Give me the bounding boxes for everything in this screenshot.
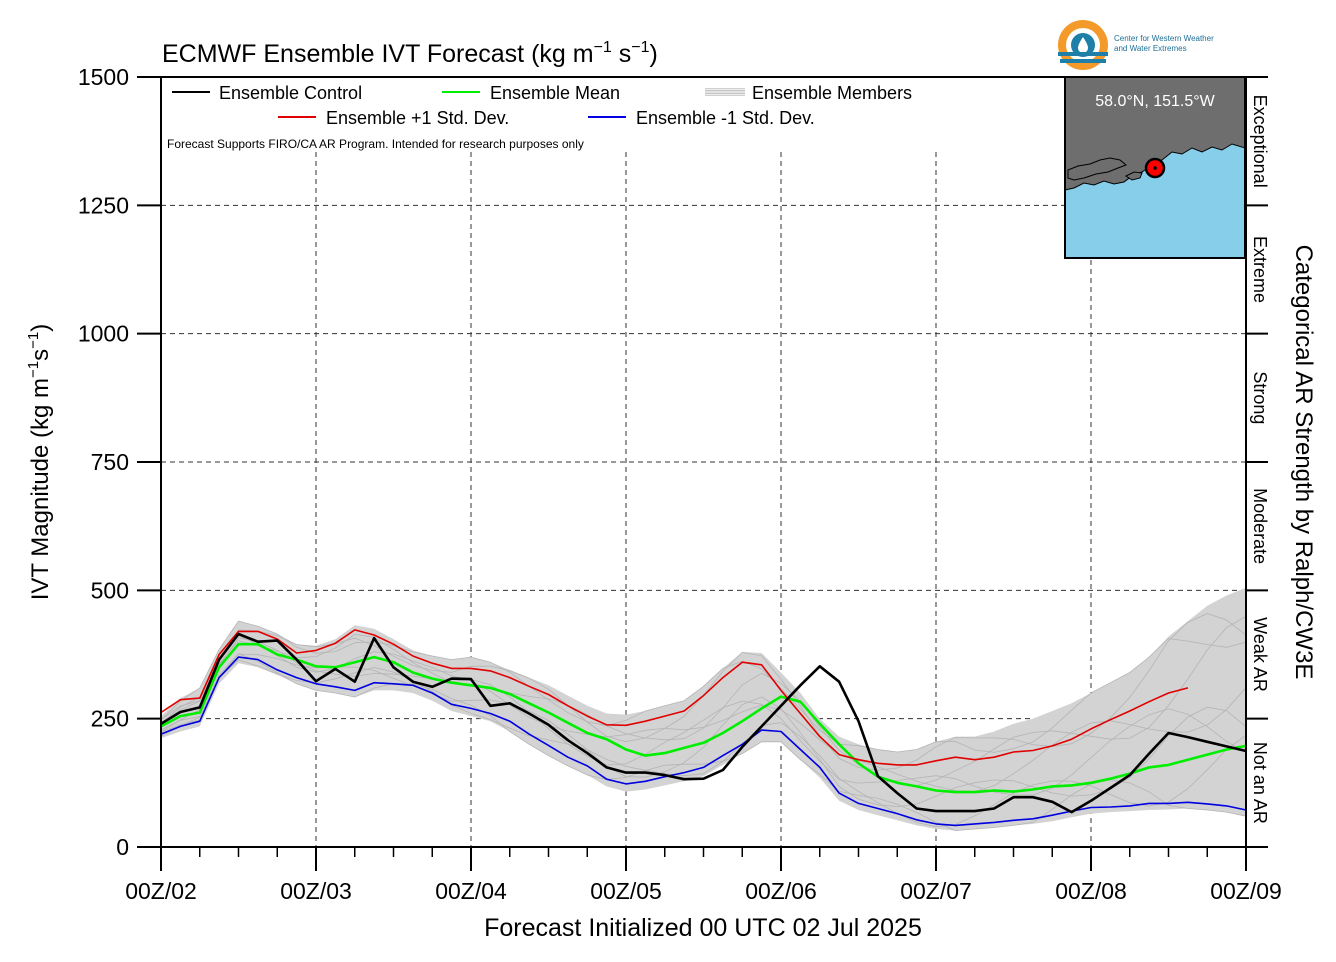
category-label: Moderate bbox=[1250, 488, 1270, 564]
category-label: Not an AR bbox=[1250, 742, 1270, 824]
ar-category-ticks: Not an AR Weak AR Moderate Strong Extreme Exc… bbox=[1246, 76, 1270, 848]
legend-label: Ensemble +1 Std. Dev. bbox=[326, 108, 509, 128]
ensemble-member-line bbox=[160, 615, 1247, 786]
x-tick-label: 00Z/07 bbox=[900, 878, 972, 904]
x-tick-label: 00Z/09 bbox=[1210, 878, 1282, 904]
map-inset: 58.0°N, 151.5°W bbox=[1064, 76, 1246, 259]
map-frame bbox=[1064, 76, 1246, 259]
members-spread-area bbox=[161, 587, 1246, 831]
x-tick-label: 00Z/02 bbox=[125, 878, 197, 904]
y-tick-label: 0 bbox=[116, 834, 129, 860]
right-axis-label: Categorical AR Strength by Ralph/CW3E bbox=[1290, 245, 1317, 680]
series-line-ensemble-mean bbox=[160, 642, 1247, 794]
y-tick-label: 750 bbox=[91, 449, 129, 475]
water-drop-icon bbox=[1078, 37, 1088, 53]
category-label: Exceptional bbox=[1250, 95, 1270, 188]
map-location-label: 58.0°N, 151.5°W bbox=[1095, 93, 1215, 110]
ensemble-member-line bbox=[160, 653, 1247, 808]
logo-text-1: Center for Western Weather bbox=[1114, 34, 1214, 43]
ensemble-members-band bbox=[161, 587, 1246, 831]
category-label: Strong bbox=[1250, 371, 1270, 424]
y-ticks: 0 250 500 750 1000 1250 1500 bbox=[78, 64, 161, 860]
x-tick-label: 00Z/03 bbox=[280, 878, 352, 904]
category-label: Extreme bbox=[1250, 236, 1270, 303]
logo-wave-2 bbox=[1060, 59, 1106, 63]
location-marker-dot bbox=[1153, 166, 1157, 170]
series-line-ensemble-1-std-dev- bbox=[160, 656, 1247, 827]
x-tick-label: 00Z/06 bbox=[745, 878, 817, 904]
series-lines bbox=[160, 629, 1247, 827]
y-tick-label: 1500 bbox=[78, 64, 129, 90]
x-tick-label: 00Z/08 bbox=[1055, 878, 1127, 904]
y-axis-label: IVT Magnitude (kg m−1s−1) bbox=[25, 324, 54, 601]
legend: Ensemble Control Ensemble Mean Ensemble Me… bbox=[172, 83, 912, 128]
x-tick-label: 00Z/05 bbox=[590, 878, 662, 904]
category-label: Weak AR bbox=[1250, 617, 1270, 692]
y-tick-label: 1250 bbox=[78, 192, 129, 218]
ensemble-member-line bbox=[160, 637, 1247, 796]
y-tick-label: 250 bbox=[91, 706, 129, 732]
map-peninsula bbox=[1067, 157, 1127, 181]
legend-label: Ensemble -1 Std. Dev. bbox=[636, 108, 815, 128]
series-line-ensemble-control bbox=[160, 632, 1247, 814]
legend-label: Ensemble Control bbox=[219, 83, 362, 103]
logo-wave-1 bbox=[1058, 52, 1108, 56]
x-axis-label: Forecast Initialized 00 UTC 02 Jul 2025 bbox=[484, 914, 922, 942]
cw3e-logo: Center for Western Weather and Water Ext… bbox=[1058, 20, 1214, 70]
legend-label: Ensemble Members bbox=[752, 83, 912, 103]
ensemble-member-line bbox=[160, 659, 1247, 828]
logo-text-2: and Water Extremes bbox=[1114, 44, 1187, 53]
x-tick-label: 00Z/04 bbox=[435, 878, 507, 904]
disclaimer: Forecast Supports FIRO/CA AR Program. In… bbox=[167, 137, 584, 151]
ensemble-member-line bbox=[160, 620, 1247, 753]
x-ticks: 00Z/02 00Z/03 00Z/04 00Z/05 00Z/06 00Z/07 00Z/… bbox=[125, 847, 1282, 904]
ensemble-member-line bbox=[160, 653, 1247, 832]
y-tick-label: 1000 bbox=[78, 321, 129, 347]
map-island bbox=[1125, 171, 1143, 181]
series-line-ensemble-1-std-dev- bbox=[160, 629, 1189, 766]
chart-title: ECMWF Ensemble IVT Forecast (kg m−1 s−1) bbox=[162, 39, 658, 68]
y-tick-label: 500 bbox=[91, 577, 129, 603]
map-label-bg bbox=[1065, 77, 1245, 119]
legend-label: Ensemble Mean bbox=[490, 83, 620, 103]
